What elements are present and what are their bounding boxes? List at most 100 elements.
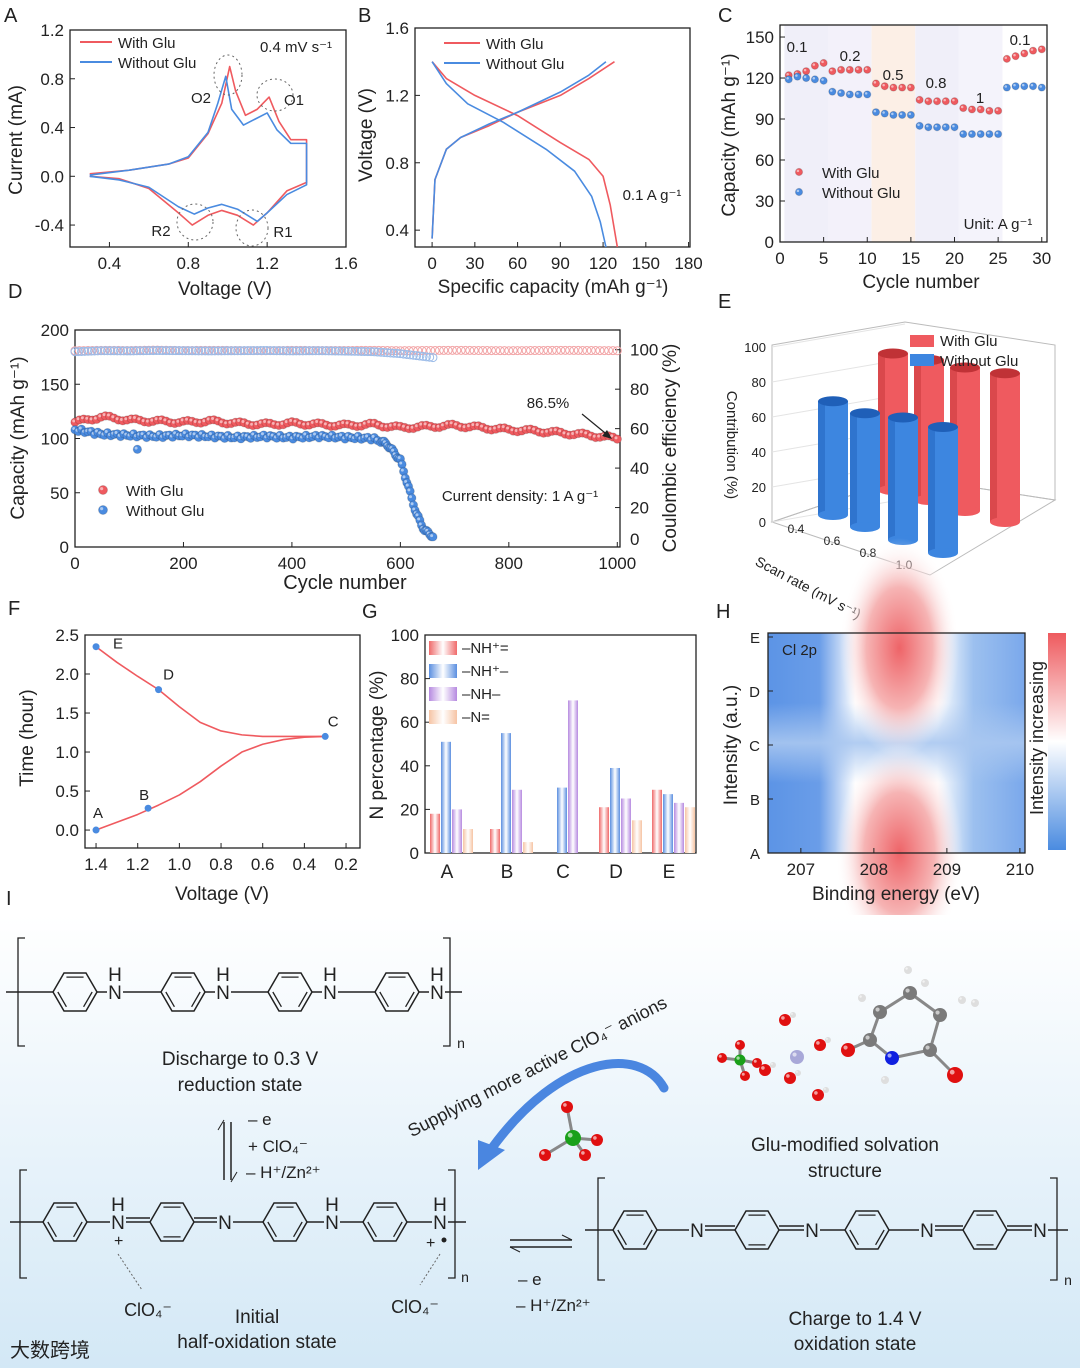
- peak-highlight-circle: [213, 54, 243, 96]
- y-tick-label: 40: [630, 459, 649, 478]
- point-highlight: [234, 433, 238, 437]
- capacity-outlier: [132, 444, 143, 455]
- x-tick-label: 600: [386, 554, 414, 573]
- point-highlight: [180, 418, 184, 422]
- x-tick-label: 210: [1006, 860, 1034, 879]
- y-tick-label: 60: [630, 420, 649, 439]
- point-highlight: [882, 83, 885, 87]
- cv-curve-with-glu: [89, 65, 308, 226]
- ce-point: [223, 346, 233, 356]
- x-tick-label: 1000: [598, 554, 636, 573]
- bar-without-glu: [850, 413, 880, 527]
- ce-point: [586, 346, 596, 356]
- point-highlight: [287, 433, 290, 437]
- point-highlight: [536, 429, 540, 433]
- peak-label: O1: [284, 92, 304, 109]
- point-highlight: [313, 432, 316, 436]
- ce-point: [298, 346, 308, 356]
- point-highlight: [328, 423, 332, 427]
- point-highlight: [98, 414, 102, 418]
- point-highlight: [276, 422, 280, 426]
- ce-point: [155, 346, 165, 356]
- double-bond: [73, 1221, 83, 1238]
- atom-highlight: [753, 1059, 757, 1063]
- capacity-point: [967, 129, 977, 139]
- ce-point: [194, 346, 204, 356]
- point-highlight: [995, 108, 999, 111]
- point-highlight: [172, 420, 175, 424]
- point-highlight: [978, 107, 981, 110]
- point-highlight: [415, 513, 419, 517]
- bar-base: [990, 517, 1020, 527]
- point-highlight: [284, 420, 288, 424]
- legend-label: Without Glu: [486, 56, 564, 73]
- rate-band: [1002, 25, 1047, 242]
- point-highlight: [454, 422, 457, 426]
- point-highlight: [821, 60, 824, 64]
- x-tick-label: 1.2: [255, 254, 279, 273]
- bar: [490, 829, 500, 853]
- capacity-point: [810, 61, 820, 70]
- initial-state-label: half-oxidation state: [177, 1332, 337, 1353]
- point-highlight: [100, 487, 104, 491]
- y-tick-label: 20: [752, 480, 766, 495]
- ce-point: [278, 346, 288, 356]
- legend-label: –NH⁺–: [462, 663, 509, 680]
- point-highlight: [475, 423, 479, 427]
- double-bond: [379, 991, 389, 1008]
- capacity-point: [932, 97, 942, 106]
- y-tick-label: -0.4: [35, 216, 64, 235]
- x-axis-title: Voltage (V): [178, 279, 272, 300]
- capacity-point: [967, 105, 977, 114]
- capacity-point: [1011, 82, 1020, 91]
- bar-shade: [878, 353, 885, 490]
- reaction-condition: – e: [248, 1110, 272, 1129]
- x-tick-label: 1.4: [84, 855, 108, 874]
- ce-point: [99, 346, 109, 356]
- atom-highlight: [771, 1063, 773, 1065]
- bar: [452, 809, 462, 853]
- point-highlight: [856, 92, 859, 95]
- ce-point: [486, 346, 496, 356]
- point-highlight: [795, 74, 798, 77]
- atom-highlight: [736, 1056, 740, 1060]
- atom-highlight: [741, 1072, 745, 1076]
- polymer-bracket: [448, 1169, 456, 1279]
- atom-highlight: [781, 1016, 785, 1020]
- point-highlight: [943, 124, 946, 128]
- initial-label: Initial: [235, 1307, 279, 1328]
- point-highlight: [119, 418, 123, 421]
- ce-point: [291, 346, 301, 356]
- atom-highlight: [887, 1053, 892, 1058]
- point-highlight: [232, 419, 236, 423]
- x-tick-label: 20: [945, 249, 964, 268]
- legend-label: With Glu: [126, 483, 184, 500]
- positive-charge: +: [114, 1233, 123, 1250]
- x-tick-label: 0.4: [788, 522, 805, 536]
- point-highlight: [796, 169, 800, 173]
- point-highlight: [336, 422, 340, 426]
- ce-point: [337, 346, 347, 356]
- point-highlight: [263, 419, 267, 423]
- point-highlight: [584, 431, 588, 435]
- atom-highlight: [541, 1151, 545, 1155]
- x-tick-label: 0: [775, 249, 784, 268]
- point-highlight: [388, 423, 392, 427]
- scan-rate-label: 0.4 mV s⁻¹: [260, 39, 332, 56]
- ce-point: [96, 346, 106, 356]
- y-tick-label: 1.0: [55, 743, 79, 762]
- plot-frame: [414, 27, 691, 248]
- y-tick-label: 150: [746, 28, 774, 47]
- x-tick-label: D: [609, 862, 623, 883]
- point-highlight: [514, 429, 518, 432]
- ce-point: [142, 346, 152, 356]
- charge-curve: [431, 61, 615, 239]
- point-highlight: [339, 433, 343, 437]
- hydrogen-atom: [881, 1076, 889, 1084]
- point-highlight: [501, 425, 505, 429]
- atom-highlight: [826, 1038, 828, 1040]
- y-axis-title: Capacity (mAh g⁻¹): [719, 53, 740, 216]
- double-bond: [267, 1221, 277, 1238]
- bar: [599, 807, 609, 853]
- ce-point: [547, 345, 557, 355]
